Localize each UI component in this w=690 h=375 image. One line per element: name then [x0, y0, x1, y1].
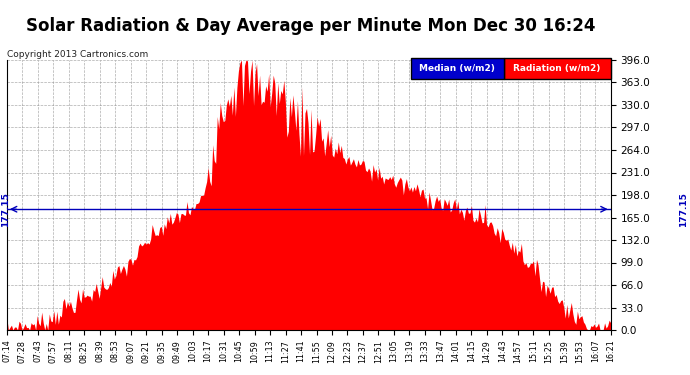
Text: 177.15: 177.15 — [1, 192, 10, 226]
Text: Radiation (w/m2): Radiation (w/m2) — [513, 64, 601, 73]
Text: Copyright 2013 Cartronics.com: Copyright 2013 Cartronics.com — [7, 50, 148, 58]
Text: 177.15: 177.15 — [679, 192, 688, 226]
Text: Solar Radiation & Day Average per Minute Mon Dec 30 16:24: Solar Radiation & Day Average per Minute… — [26, 17, 595, 35]
Text: Median (w/m2): Median (w/m2) — [420, 64, 495, 73]
